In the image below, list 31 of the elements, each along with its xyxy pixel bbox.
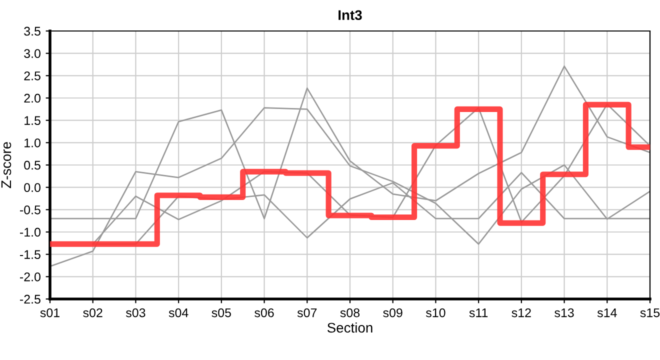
- x-tick-label: s15: [640, 308, 660, 318]
- y-tick-label: 1.0: [24, 138, 40, 148]
- y-tick-label: 2.5: [24, 71, 40, 80]
- x-tick-label: s04: [168, 308, 188, 318]
- x-tick-label: s06: [254, 308, 274, 318]
- y-tick-label: 1.5: [24, 116, 40, 125]
- x-tick-label: s07: [297, 308, 317, 318]
- x-tick-label: s09: [383, 308, 402, 318]
- x-tick-label: s03: [126, 308, 146, 318]
- x-tick-label: s05: [212, 308, 231, 318]
- x-tick-label: s10: [426, 308, 446, 318]
- x-tick-label: s01: [40, 308, 60, 318]
- y-tick-label: -0.5: [20, 205, 40, 214]
- y-tick-label: -2.0: [20, 272, 40, 282]
- x-tick-label: s08: [340, 308, 360, 318]
- x-tick-label: s12: [512, 308, 531, 318]
- x-tick-label: s11: [469, 308, 488, 318]
- y-tick-label: 2.0: [24, 94, 40, 103]
- x-tick-label: s13: [554, 308, 574, 318]
- chart-title: Int3: [338, 10, 362, 20]
- x-tick-label: s02: [83, 308, 102, 318]
- y-tick-label: -1.0: [20, 228, 40, 237]
- x-axis-title: Section: [327, 322, 372, 333]
- y-tick-label: -1.5: [20, 250, 40, 259]
- x-tick-label: s14: [597, 308, 617, 318]
- y-tick-label: 0.5: [24, 160, 40, 170]
- y-tick-label: 0.0: [24, 183, 40, 192]
- y-tick-label: -2.5: [20, 294, 40, 304]
- y-tick-label: 3.0: [24, 49, 40, 58]
- y-axis-title: Z-score: [1, 142, 12, 188]
- y-tick-label: 3.5: [24, 26, 40, 36]
